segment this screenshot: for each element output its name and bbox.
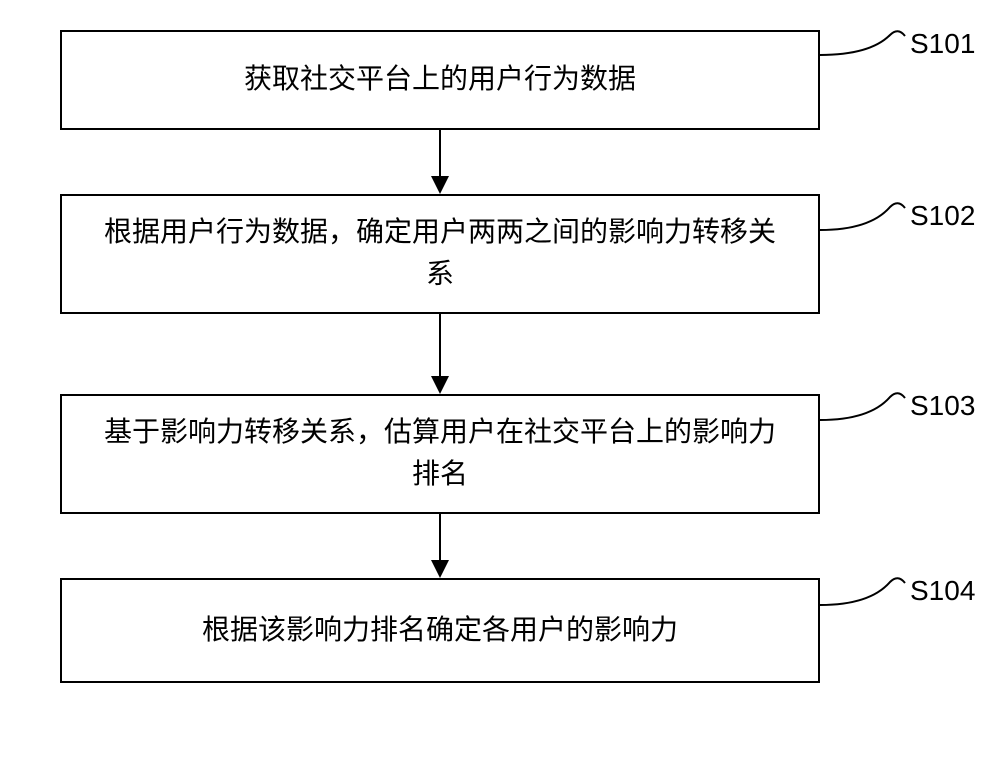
connector-curve-icon (820, 392, 910, 442)
arrow-down (60, 514, 820, 578)
step-label-s102: S102 (910, 200, 975, 232)
arrow-down-icon (420, 314, 460, 394)
step-label-s103: S103 (910, 390, 975, 422)
step-label-s104: S104 (910, 575, 975, 607)
arrow-down-icon (420, 130, 460, 194)
step-text: 根据用户行为数据，确定用户两两之间的影响力转移关系 (92, 212, 788, 296)
step-label-s101: S101 (910, 28, 975, 60)
flowchart-container: 获取社交平台上的用户行为数据 根据用户行为数据，确定用户两两之间的影响力转移关系… (60, 30, 820, 683)
flow-step-s102: 根据用户行为数据，确定用户两两之间的影响力转移关系 (60, 194, 820, 314)
connector-curve-icon (820, 202, 910, 252)
step-text: 根据该影响力排名确定各用户的影响力 (202, 610, 678, 652)
step-text: 基于影响力转移关系，估算用户在社交平台上的影响力排名 (92, 412, 788, 496)
arrow-down (60, 130, 820, 194)
connector-curve-icon (820, 30, 910, 80)
flow-step-s104: 根据该影响力排名确定各用户的影响力 (60, 578, 820, 683)
flow-step-s101: 获取社交平台上的用户行为数据 (60, 30, 820, 130)
arrow-down-icon (420, 514, 460, 578)
arrow-down (60, 314, 820, 394)
step-text: 获取社交平台上的用户行为数据 (244, 59, 636, 101)
flow-step-s103: 基于影响力转移关系，估算用户在社交平台上的影响力排名 (60, 394, 820, 514)
connector-curve-icon (820, 577, 910, 627)
